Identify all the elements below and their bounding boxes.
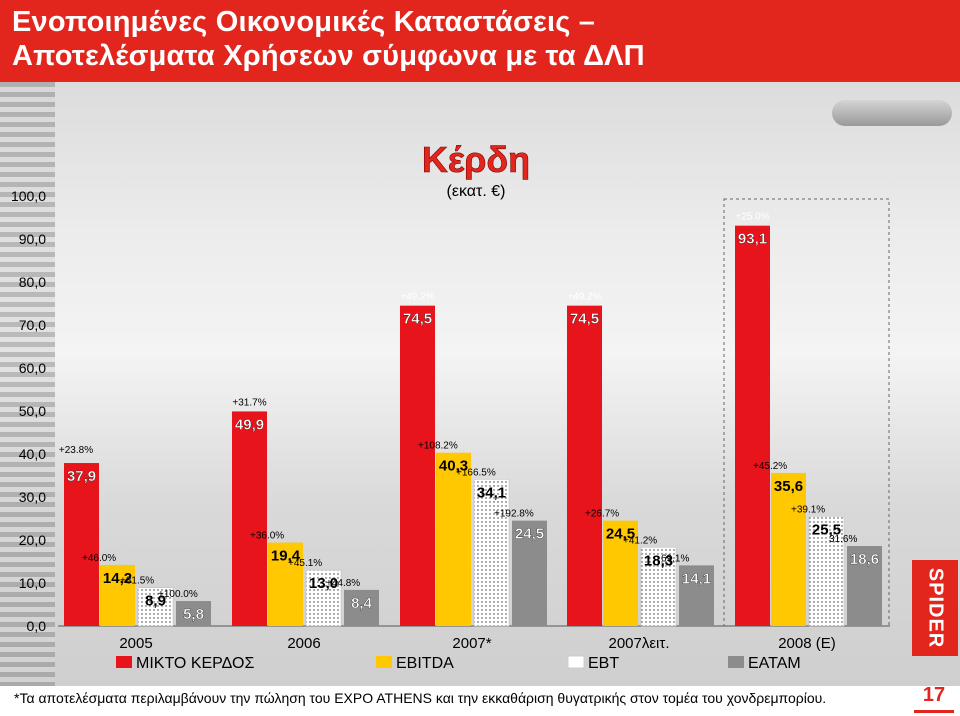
bar-value-label: 35,6 bbox=[774, 478, 803, 495]
bar-value-label: 18,3 bbox=[644, 552, 673, 569]
growth-label: +108.2% bbox=[418, 441, 458, 452]
growth-label: +44.8% bbox=[326, 578, 360, 589]
growth-label: +23.8% bbox=[59, 445, 93, 456]
bar-ebitda-2008 (E) bbox=[771, 472, 806, 626]
legend-label: EATAM bbox=[748, 655, 801, 672]
page-number: 17 bbox=[914, 684, 954, 713]
x-category-label: 2007* bbox=[452, 635, 491, 652]
spider-logo: SPIDER bbox=[912, 560, 958, 656]
bar-value-label: 13,0 bbox=[309, 575, 338, 592]
bar-value-label: 93,1 bbox=[738, 231, 767, 248]
x-category-label: 2007λειτ. bbox=[609, 635, 670, 652]
slide-title-line-2: Αποτελέσματα Χρήσεων σύμφωνα με τα ΔΛΠ bbox=[12, 40, 645, 72]
growth-label: +45.2% bbox=[753, 461, 787, 472]
bar-value-label: 19,4 bbox=[271, 548, 301, 565]
bar-ebt-2006 bbox=[305, 569, 342, 627]
y-tick-label: 90,0 bbox=[19, 231, 46, 247]
zipper-decoration bbox=[0, 82, 55, 686]
growth-label: +36.0% bbox=[250, 531, 284, 542]
bar-eatam-2007λειτ. bbox=[679, 565, 714, 626]
slide-title-line-1: Ενοποιημένες Οικονομικές Καταστάσεις – bbox=[12, 6, 596, 38]
bar-value-label: 40,3 bbox=[439, 458, 468, 475]
chart-title: Κέρδη bbox=[422, 139, 530, 180]
legend-swatch-3 bbox=[728, 656, 744, 668]
growth-label: +192.8% bbox=[494, 509, 534, 520]
growth-label: +31.7% bbox=[232, 397, 266, 408]
bar-value-label: 18,6 bbox=[850, 551, 879, 568]
bar-value-label: 24,5 bbox=[515, 526, 544, 543]
bar-value-label: 5,8 bbox=[183, 606, 204, 623]
growth-label: +46.0% bbox=[82, 553, 116, 564]
zipper-pull-decoration bbox=[832, 100, 952, 126]
bar-value-label: 14,1 bbox=[682, 570, 711, 587]
growth-label: 31.6% bbox=[829, 534, 857, 545]
bar-value-label: 74,5 bbox=[570, 311, 599, 328]
bar-ebt-2007λειτ. bbox=[640, 547, 677, 627]
x-category-label: 2006 bbox=[287, 635, 320, 652]
y-tick-label: 10,0 bbox=[19, 575, 46, 591]
growth-label: +81.5% bbox=[120, 576, 154, 587]
growth-label: +25.0% bbox=[735, 212, 769, 223]
legend-label: EBITDA bbox=[396, 655, 454, 672]
growth-label: +49.2% bbox=[400, 292, 434, 303]
bar-eatam-2005 bbox=[176, 601, 211, 626]
footnote: *Τα αποτελέσματα περιλαμβάνουν την πώλησ… bbox=[14, 690, 827, 706]
bar-μικτο-κερδος-2005 bbox=[64, 463, 99, 626]
y-tick-label: 50,0 bbox=[19, 403, 46, 419]
bar-value-label: 24,5 bbox=[606, 526, 635, 543]
legend-swatch-0 bbox=[116, 656, 132, 668]
legend-swatch-2 bbox=[567, 655, 585, 669]
bar-ebitda-2005 bbox=[100, 564, 135, 626]
bar-μικτο-κερδος-2007* bbox=[400, 305, 435, 626]
bar-value-label: 14,2 bbox=[103, 570, 132, 587]
legend-label: ΜΙΚΤΟ ΚΕΡΔΟΣ bbox=[136, 655, 254, 672]
growth-label: +166.5% bbox=[456, 467, 496, 478]
growth-label: +100.0% bbox=[158, 589, 198, 600]
legend-label: EBT bbox=[588, 655, 619, 672]
y-tick-label: 60,0 bbox=[19, 360, 46, 376]
chart-subtitle: (εκατ. €) bbox=[447, 183, 506, 200]
growth-label: +39.1% bbox=[791, 504, 825, 515]
bar-ebt-2007* bbox=[473, 479, 510, 627]
y-tick-label: 0,0 bbox=[27, 618, 47, 634]
bar-ebt-2008 (E) bbox=[808, 516, 845, 627]
bar-value-label: 37,9 bbox=[67, 468, 96, 485]
bar-μικτο-κερδος-2007λειτ. bbox=[567, 305, 602, 626]
y-tick-label: 40,0 bbox=[19, 446, 46, 462]
y-tick-label: 100,0 bbox=[11, 188, 46, 204]
bar-ebitda-2006 bbox=[268, 542, 303, 626]
bar-value-label: 25,5 bbox=[812, 521, 841, 538]
growth-label: +45.1% bbox=[288, 558, 322, 569]
bar-ebitda-2007λειτ. bbox=[603, 520, 638, 626]
y-tick-label: 20,0 bbox=[19, 532, 46, 548]
bar-eatam-2008 (E) bbox=[847, 546, 882, 626]
growth-label: +49.2% bbox=[567, 292, 601, 303]
y-tick-label: 30,0 bbox=[19, 489, 46, 505]
x-category-label: 2008 (E) bbox=[778, 635, 836, 652]
growth-label: +41.2% bbox=[623, 535, 657, 546]
bar-value-label: 74,5 bbox=[403, 311, 432, 328]
bar-μικτο-κερδος-2008 (E) bbox=[735, 225, 770, 627]
bar-value-label: 8,9 bbox=[145, 593, 166, 610]
bar-ebitda-2007* bbox=[436, 452, 471, 626]
legend-swatch-1 bbox=[376, 656, 392, 668]
x-category-label: 2005 bbox=[119, 635, 152, 652]
growth-label: 69.1% bbox=[661, 553, 689, 564]
y-tick-label: 80,0 bbox=[19, 274, 46, 290]
bar-eatam-2007* bbox=[512, 520, 547, 626]
bar-eatam-2006 bbox=[344, 589, 379, 626]
bar-value-label: 8,4 bbox=[351, 595, 373, 612]
title-banner: Ενοποιημένες Οικονομικές Καταστάσεις – Α… bbox=[0, 0, 960, 82]
bar-value-label: 49,9 bbox=[235, 416, 264, 433]
y-tick-label: 70,0 bbox=[19, 317, 46, 333]
growth-label: +26.7% bbox=[585, 509, 619, 520]
bar-value-label: 34,1 bbox=[477, 484, 506, 501]
bar-ebt-2005 bbox=[137, 587, 174, 627]
footer-bar bbox=[0, 686, 960, 716]
bar-μικτο-κερδος-2006 bbox=[232, 411, 267, 626]
